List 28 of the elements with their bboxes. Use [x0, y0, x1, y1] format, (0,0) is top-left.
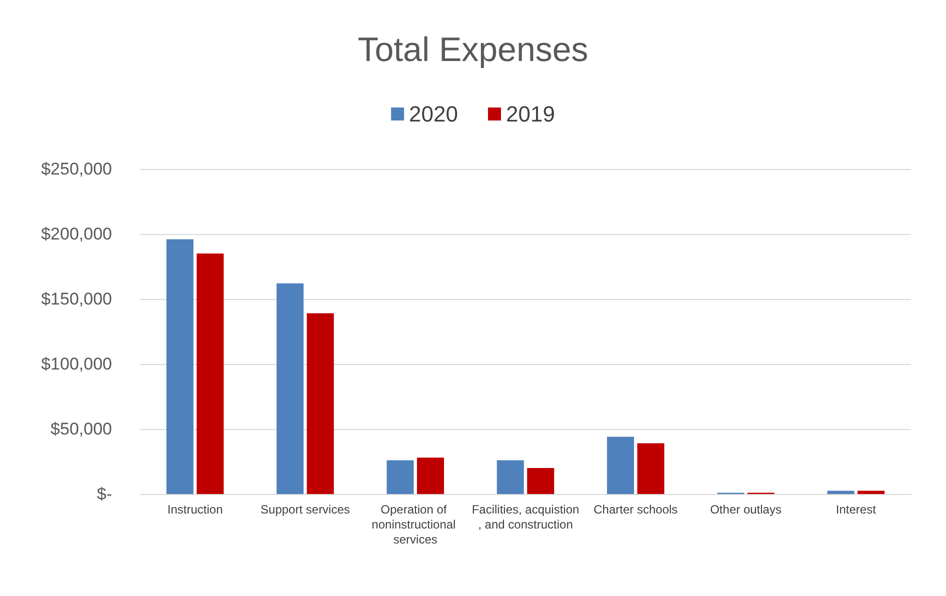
bar [196, 254, 224, 494]
x-tick-label: Interest [836, 502, 877, 516]
bar [386, 460, 414, 494]
chart-title: Total Expenses [358, 31, 588, 69]
x-tick-label: Operation of noninstructional services [372, 502, 460, 546]
bar [496, 460, 524, 494]
bar [607, 436, 634, 494]
bar [527, 468, 554, 494]
bar [306, 313, 334, 494]
legend-label: 2019 [506, 102, 555, 126]
bar [276, 283, 304, 494]
y-tick-label: $50,000 [50, 420, 112, 438]
x-tick-label: Charter schools [594, 502, 678, 516]
y-tick-label: $100,000 [41, 354, 112, 374]
x-tick-label: Facilities, acquistion, and construction [472, 502, 580, 532]
bar [166, 239, 194, 494]
bar [827, 490, 854, 494]
y-tick-label: $250,000 [41, 160, 112, 178]
y-tick-label: $200,000 [41, 224, 112, 244]
y-tick-label: $- [96, 484, 112, 504]
bar [637, 443, 664, 494]
x-tick-label: Other outlays [710, 502, 782, 516]
bar [416, 458, 444, 494]
y-tick-label: $150,000 [41, 290, 112, 308]
x-tick-label: Instruction [167, 502, 223, 516]
bar [858, 490, 885, 494]
legend-label: 2020 [409, 102, 458, 126]
x-tick-label: Support services [260, 502, 350, 516]
